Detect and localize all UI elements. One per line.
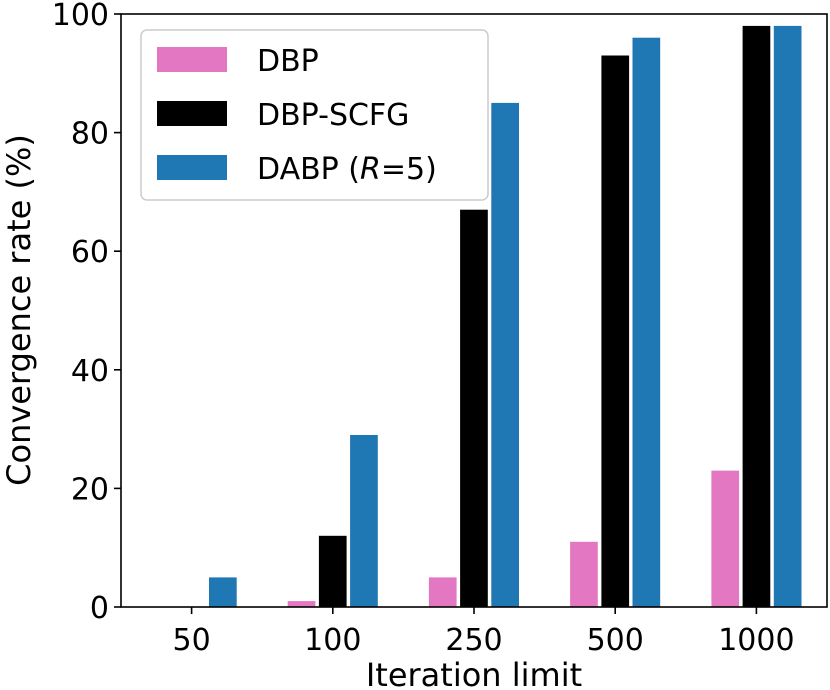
legend-swatch [157, 101, 227, 126]
legend: DBP DBP-SCFG DABP (R=5) [140, 29, 489, 201]
bar-dabp-r-5-250 [491, 102, 519, 608]
bar-dbp-scfg-250 [460, 209, 488, 607]
legend-label: DBP [257, 44, 319, 79]
bars-layer [209, 25, 802, 608]
legend-swatch [157, 47, 227, 72]
y-tick-label: 0 [90, 591, 109, 626]
x-tick-label: 500 [587, 623, 644, 658]
bar-dbp-scfg-100 [318, 535, 347, 607]
legend-label: DABP (R=5) [257, 152, 437, 187]
bar-dabp-r-5-100 [350, 435, 378, 607]
bar-dbp-1000 [711, 470, 740, 607]
legend-frame [140, 29, 489, 201]
y-tick-label: 60 [71, 235, 109, 270]
x-tick-label: 50 [173, 623, 211, 658]
bar-dbp-250 [428, 577, 457, 607]
bar-dbp-scfg-1000 [742, 25, 771, 607]
y-axis-label: Convergence rate (%) [0, 134, 38, 486]
y-tick-label: 40 [71, 354, 109, 389]
y-tick-label: 20 [71, 472, 109, 507]
bar-dabp-r-5-500 [632, 37, 661, 607]
legend-label: DBP-SCFG [257, 98, 409, 133]
bar-dbp-500 [570, 541, 598, 607]
x-tick-label: 250 [445, 623, 502, 658]
y-tick-label: 100 [52, 0, 109, 33]
y-tick-label: 80 [71, 117, 109, 152]
bar-dbp-scfg-500 [601, 55, 630, 607]
x-tick-label: 100 [304, 623, 361, 658]
x-axis: 50 100 250 500 1000 [173, 607, 795, 658]
bar-dabp-r-5-50 [209, 577, 237, 607]
y-axis: 0 20 40 60 80 100 [52, 0, 121, 626]
bar-dabp-r-5-1000 [773, 25, 802, 607]
legend-swatch [157, 155, 227, 180]
x-axis-label: Iteration limit [366, 656, 582, 690]
bar-dbp-100 [287, 601, 316, 607]
x-tick-label: 1000 [718, 623, 794, 658]
